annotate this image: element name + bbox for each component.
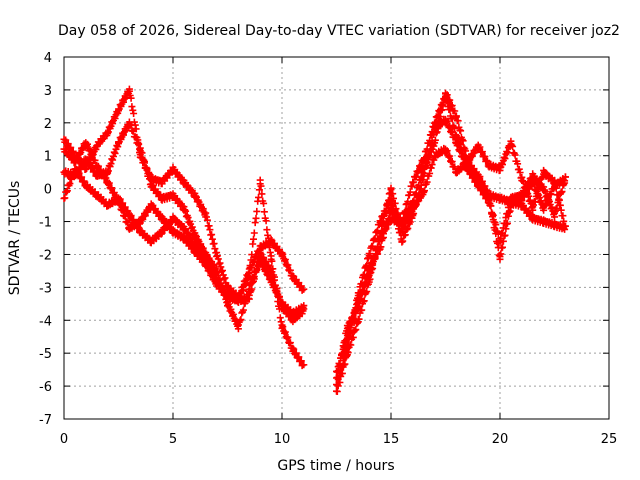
x-tick-label: 5 [169,432,177,447]
y-tick-label: -6 [39,380,52,395]
y-tick-label: 3 [44,84,52,99]
x-tick-label: 15 [383,432,400,447]
y-tick-label: 1 [44,150,52,165]
x-tick-label: 20 [492,432,509,447]
y-tick-label: 2 [44,117,52,132]
data-point-markers [333,89,569,382]
x-axis-label: GPS time / hours [277,458,394,474]
x-tick-label: 25 [601,432,618,447]
series-track-8 [333,89,569,382]
plot-frame [63,56,610,420]
y-tick-label: -4 [39,314,52,329]
y-tick-label: -2 [39,248,52,263]
data-point-markers [60,139,308,370]
x-tick-label: 10 [274,432,291,447]
data-points [60,85,569,395]
y-tick-label: 4 [44,51,52,66]
y-axis-ticks: -7 -6 -5 -4 -3 -2 -1 0 1 2 3 4 [39,51,609,428]
x-axis-ticks: 0 5 10 15 20 25 [60,57,617,447]
y-tick-label: -5 [39,347,52,362]
y-tick-label: -1 [39,216,52,231]
series-track-4 [60,139,308,370]
y-tick-label: 0 [44,183,52,198]
y-tick-label: -7 [39,413,52,428]
y-tick-label: -3 [39,281,52,296]
x-tick-label: 0 [60,432,68,447]
y-axis-label: SDTVAR / TECUs [7,181,23,296]
chart-title: Day 058 of 2026, Sidereal Day-to-day VTE… [58,23,620,39]
